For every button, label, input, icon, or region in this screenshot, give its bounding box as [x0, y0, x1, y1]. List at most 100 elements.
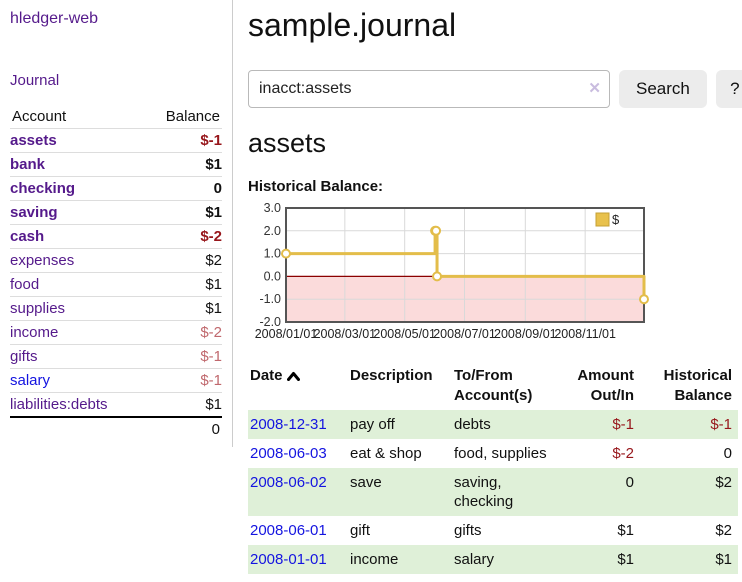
sort-ascending-icon	[286, 368, 300, 385]
account-row: food $1	[10, 272, 222, 297]
register-header-accounts: To/From Account(s)	[454, 367, 533, 404]
account-balance: $-1	[144, 344, 222, 369]
account-row: checking 0	[10, 176, 222, 201]
legend-swatch	[595, 212, 610, 227]
transaction-amount: $-1	[612, 416, 634, 433]
register-row: 2008-12-31 pay off debts $-1 $-1	[248, 410, 738, 439]
account-link-saving[interactable]: saving	[10, 203, 58, 221]
account-link-supplies[interactable]: supplies	[10, 299, 66, 317]
transaction-accounts: salary	[454, 551, 495, 568]
transaction-date-link[interactable]: 2008-06-03	[250, 445, 327, 462]
account-link-checking[interactable]: checking	[10, 179, 76, 197]
accounts-total-value: 0	[144, 416, 222, 441]
transaction-balance: 0	[723, 445, 732, 462]
sidebar-item-journal[interactable]: Journal	[10, 72, 60, 89]
transaction-accounts: food, supplies	[454, 445, 547, 462]
transaction-balance: $1	[715, 551, 732, 568]
account-balance: $1	[144, 200, 222, 225]
register-row: 2008-06-03 eat & shop food, supplies $-2…	[248, 439, 738, 468]
data-point-marker	[281, 248, 291, 259]
account-row: supplies $1	[10, 296, 222, 321]
account-row: bank $1	[10, 152, 222, 177]
account-balance: $2	[144, 248, 222, 273]
y-tick-label: 0.0	[264, 269, 281, 283]
transaction-date-link[interactable]: 2008-06-01	[250, 522, 327, 539]
account-balance: $1	[144, 152, 222, 177]
account-row: expenses $2	[10, 248, 222, 273]
transaction-balance: $2	[715, 522, 732, 539]
account-row: income $-2	[10, 320, 222, 345]
account-row: liabilities:debts $1	[10, 392, 222, 418]
account-link-bank[interactable]: bank	[10, 155, 46, 173]
transaction-accounts: saving, checking	[454, 474, 514, 510]
account-balance: $-2	[144, 224, 222, 249]
register-header-amount: Amount Out/In	[577, 367, 634, 404]
accounts-table: Account Balance assets $-1 bank $1 check…	[10, 105, 222, 441]
account-balance: $1	[144, 272, 222, 297]
chart-label: Historical Balance:	[248, 178, 384, 195]
account-balance: $1	[144, 392, 222, 418]
historical-balance-chart: 3.0 2.0 1.0 0.0 -1.0 -2.02008/01/012008/03/01…	[255, 201, 649, 341]
x-tick-label: 2008/05/01	[373, 327, 436, 341]
account-link-salary[interactable]: salary	[10, 371, 51, 389]
y-tick-label: -1.0	[259, 292, 281, 306]
transaction-amount: $1	[617, 551, 634, 568]
register-row: 2008-01-01 income salary $1 $1	[248, 545, 738, 574]
transaction-description: income	[350, 551, 399, 568]
account-balance: $-1	[144, 368, 222, 393]
search-button[interactable]: Search	[619, 70, 707, 108]
app-title-link[interactable]: hledger-web	[10, 10, 99, 27]
account-link-assets[interactable]: assets	[10, 131, 57, 149]
y-tick-label: 1.0	[264, 247, 281, 261]
transaction-description: save	[350, 474, 382, 491]
transaction-description: pay off	[350, 416, 395, 433]
transaction-amount: $1	[617, 522, 634, 539]
transaction-date-link[interactable]: 2008-12-31	[250, 416, 327, 433]
accounts-header-account: Account	[10, 105, 145, 129]
transaction-date-link[interactable]: 2008-06-02	[250, 474, 327, 491]
account-link-cash[interactable]: cash	[10, 227, 45, 245]
sidebar: hledger-web Journal Account Balance asse…	[0, 0, 233, 447]
account-row: saving $1	[10, 200, 222, 225]
plot-border	[285, 207, 645, 323]
register-header-row: Date Description To/From Account(s) Amou…	[248, 362, 738, 410]
transaction-accounts: debts	[454, 416, 491, 433]
data-point-marker	[431, 225, 442, 236]
account-link-income[interactable]: income	[10, 323, 59, 341]
register-header-date[interactable]: Date	[248, 362, 348, 410]
transaction-description: gift	[350, 522, 371, 539]
clear-search-icon[interactable]: ✕	[588, 80, 601, 97]
account-link-expenses[interactable]: expenses	[10, 251, 75, 269]
data-point-marker	[432, 271, 443, 282]
account-link-gifts[interactable]: gifts	[10, 347, 38, 365]
account-heading: assets	[248, 128, 327, 158]
account-balance: 0	[144, 176, 222, 201]
search-input[interactable]	[248, 70, 610, 108]
transaction-description: eat & shop	[350, 445, 422, 462]
account-balance: $1	[144, 296, 222, 321]
x-tick-label: 2008/03/01	[314, 327, 377, 341]
page-title: sample.journal	[248, 7, 457, 43]
accounts-header-row: Account Balance	[10, 105, 222, 129]
transaction-amount: $-2	[612, 445, 634, 462]
account-row: cash $-2	[10, 224, 222, 249]
y-tick-label: 2.0	[264, 224, 281, 238]
transaction-amount: 0	[625, 474, 634, 491]
help-button[interactable]: ?	[715, 70, 742, 108]
account-row: salary $-1	[10, 368, 222, 393]
account-row: assets $-1	[10, 128, 222, 153]
account-row: gifts $-1	[10, 344, 222, 369]
x-tick-label: 2008/11/01	[554, 327, 616, 341]
y-tick-label: -2.0	[259, 315, 281, 329]
legend-label: $	[612, 212, 620, 227]
account-link-food[interactable]: food	[10, 275, 40, 293]
x-tick-label: 2008/09/01	[494, 327, 557, 341]
account-balance: $-2	[144, 320, 222, 345]
data-point-marker	[639, 294, 649, 305]
accounts-total-row: 0	[10, 416, 222, 441]
account-link-liabilities-debts[interactable]: liabilities:debts	[10, 395, 108, 413]
accounts-header-balance: Balance	[144, 105, 222, 129]
transaction-balance: $2	[715, 474, 732, 491]
search-box: ✕	[248, 70, 610, 108]
transaction-date-link[interactable]: 2008-01-01	[250, 551, 327, 568]
